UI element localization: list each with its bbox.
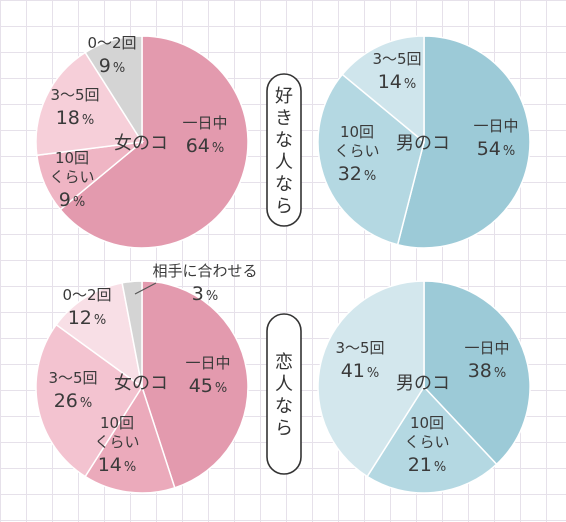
pie-chart-2: 男のコ 一日中 54 % 10回くらい 32 % 3～5回 14% <box>317 35 531 249</box>
pie-slice <box>317 280 425 478</box>
leader-line <box>134 282 157 295</box>
slice-value: 9% <box>99 55 125 77</box>
slice-value: 38% <box>468 360 507 382</box>
slice-value: 26% <box>54 390 93 412</box>
pie-center-label: 女のコ <box>114 373 168 394</box>
slice-label: 一日中 <box>185 354 230 372</box>
row-label-pill <box>266 73 302 227</box>
pie-center-label: 男のコ <box>396 133 450 154</box>
slice-value: 18% <box>56 107 95 129</box>
slice-label: 0～2回 <box>62 286 111 304</box>
row-label-2: 恋人なら <box>266 313 302 475</box>
pie-slice <box>59 35 249 249</box>
slice-value: 21% <box>408 454 447 476</box>
slice-label: 10回くらい <box>404 414 449 451</box>
pie-slice <box>317 73 425 246</box>
slice-label: 3～5回 <box>335 339 384 357</box>
slice-label: 相手に合わせる <box>152 262 257 280</box>
slice-value: 54% <box>477 138 516 160</box>
pie-slice <box>366 385 498 494</box>
slice-label: 10回くらい <box>94 414 139 451</box>
slice-label: 一日中 <box>464 339 509 357</box>
slice-value: 41% <box>341 360 380 382</box>
slice-label: 3～5回 <box>48 369 97 387</box>
pie-slice <box>341 35 425 144</box>
slice-label: 一日中 <box>473 117 518 135</box>
slice-value: 45% <box>189 375 228 397</box>
pie-slice <box>55 282 144 389</box>
slice-label: 3～5回 <box>50 86 99 104</box>
pie-slice <box>423 280 531 466</box>
pie-center-label: 男のコ <box>396 373 450 394</box>
slice-value: 14% <box>98 454 137 476</box>
slice-label: 10回くらい <box>334 123 379 160</box>
slice-value: 32% <box>338 163 377 185</box>
pie-center-label: 女のコ <box>114 133 168 154</box>
slice-label: 一日中 <box>182 114 227 132</box>
slice-label: 10回くらい <box>49 149 94 186</box>
row-label-1: 好きな人なら <box>266 73 302 227</box>
pie-slice <box>35 51 144 157</box>
slice-value: 12% <box>68 307 107 329</box>
slice-value: 14% <box>378 71 417 93</box>
slice-label: 0～2回 <box>87 34 136 52</box>
slice-value: 3% <box>192 283 218 305</box>
pie-slice <box>84 385 176 494</box>
pie-slice <box>121 280 143 388</box>
row-label-text: 恋人なら <box>275 351 293 439</box>
pie-slice <box>84 35 143 145</box>
pie-slice <box>141 280 249 489</box>
pie-slice <box>396 35 531 249</box>
pie-slice <box>35 323 144 478</box>
slice-value: 64% <box>186 135 225 157</box>
row-label-text: 好きな人なら <box>275 86 293 217</box>
slice-value: 9% <box>59 189 85 211</box>
row-label-pill <box>266 313 302 475</box>
slice-label: 3～5回 <box>372 50 421 68</box>
